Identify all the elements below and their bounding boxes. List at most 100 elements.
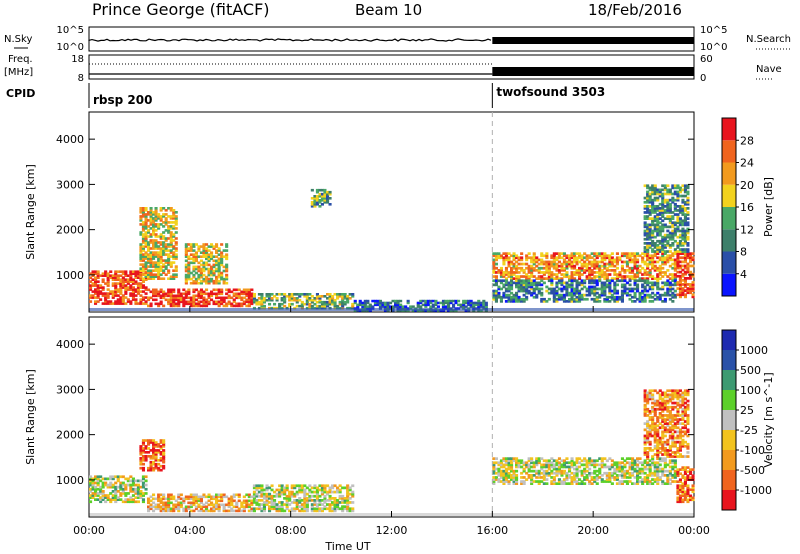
- data-cell: [512, 258, 516, 262]
- data-cell: [235, 292, 239, 296]
- data-cell: [623, 291, 627, 295]
- data-cell: [295, 484, 299, 488]
- data-cell: [663, 399, 667, 403]
- data-cell: [147, 225, 151, 228]
- data-cell: [666, 192, 670, 196]
- data-cell: [666, 476, 670, 479]
- data-cell: [101, 302, 105, 305]
- data-cell: [336, 297, 340, 300]
- data-cell: [288, 293, 292, 296]
- data-cell: [663, 188, 667, 192]
- data-cell: [225, 267, 229, 271]
- data-cell: [240, 298, 244, 302]
- data-cell: [668, 202, 672, 206]
- data-cell: [588, 287, 592, 291]
- data-cell: [159, 501, 163, 505]
- data-cell: [189, 245, 193, 248]
- data-cell: [661, 300, 665, 303]
- data-cell: [169, 493, 173, 497]
- data-cell: [250, 292, 254, 296]
- data-cell: [182, 509, 186, 513]
- data-cell: [681, 231, 685, 235]
- data-cell: [658, 414, 662, 417]
- data-cell: [578, 297, 582, 301]
- data-cell: [583, 285, 587, 289]
- data-cell: [646, 279, 650, 283]
- data-cell: [212, 247, 216, 250]
- data-cell: [179, 501, 183, 505]
- data-cell: [162, 453, 166, 456]
- data-cell: [578, 266, 582, 270]
- data-cell: [179, 497, 183, 501]
- data-cell: [512, 459, 516, 463]
- data-cell: [555, 285, 559, 289]
- data-cell: [182, 298, 186, 302]
- data-cell: [557, 461, 561, 465]
- data-cell: [99, 492, 103, 495]
- data-cell: [162, 207, 166, 210]
- data-cell: [683, 270, 687, 274]
- data-cell: [683, 264, 687, 268]
- data-cell: [683, 468, 687, 471]
- data-cell: [540, 260, 544, 264]
- data-cell: [653, 186, 657, 190]
- data-cell: [686, 268, 690, 272]
- data-cell: [149, 215, 153, 218]
- data-cell: [530, 482, 534, 485]
- data-cell: [207, 503, 211, 507]
- data-cell: [593, 293, 597, 297]
- data-cell: [678, 256, 682, 260]
- data-cell: [328, 507, 332, 511]
- data-cell: [494, 275, 498, 278]
- data-cell: [152, 241, 156, 244]
- data-cell: [257, 484, 261, 488]
- data-cell: [341, 509, 345, 513]
- data-cell: [646, 244, 650, 247]
- data-cell: [318, 295, 322, 298]
- data-cell: [593, 260, 597, 264]
- data-cell: [532, 287, 536, 291]
- data-cell: [668, 215, 672, 218]
- data-cell: [184, 259, 188, 263]
- data-cell: [540, 279, 544, 283]
- data-cell: [273, 302, 277, 306]
- data-cell: [568, 474, 572, 477]
- data-cell: [351, 509, 355, 513]
- data-cell: [220, 273, 224, 277]
- data-cell: [290, 302, 294, 306]
- data-cell: [643, 223, 647, 227]
- data-cell: [562, 252, 566, 255]
- data-cell: [313, 490, 317, 494]
- data-cell: [202, 298, 206, 302]
- data-cell: [328, 486, 332, 490]
- data-cell: [618, 258, 622, 262]
- data-cell: [689, 476, 693, 479]
- data-cell: [666, 229, 670, 233]
- data-cell: [570, 476, 574, 479]
- data-cell: [184, 507, 188, 511]
- data-cell: [658, 246, 662, 249]
- data-cell: [152, 219, 156, 222]
- data-cell: [215, 277, 219, 281]
- data-cell: [257, 486, 261, 490]
- data-cell: [595, 295, 599, 299]
- data-cell: [494, 295, 498, 299]
- data-cell: [525, 273, 529, 276]
- data-cell: [588, 271, 592, 274]
- data-cell: [661, 391, 665, 395]
- data-cell: [648, 200, 652, 204]
- data-cell: [605, 275, 609, 278]
- data-cell: [631, 467, 635, 471]
- data-cell: [232, 298, 236, 302]
- data-cell: [686, 196, 690, 200]
- data-cell: [678, 207, 682, 210]
- data-cell: [459, 305, 463, 308]
- data-cell: [656, 209, 660, 212]
- data-cell: [532, 279, 536, 283]
- data-cell: [147, 298, 151, 302]
- data-cell: [177, 509, 181, 513]
- data-cell: [666, 422, 670, 425]
- data-cell: [295, 503, 299, 506]
- data-cell: [99, 274, 103, 277]
- data-cell: [590, 459, 594, 463]
